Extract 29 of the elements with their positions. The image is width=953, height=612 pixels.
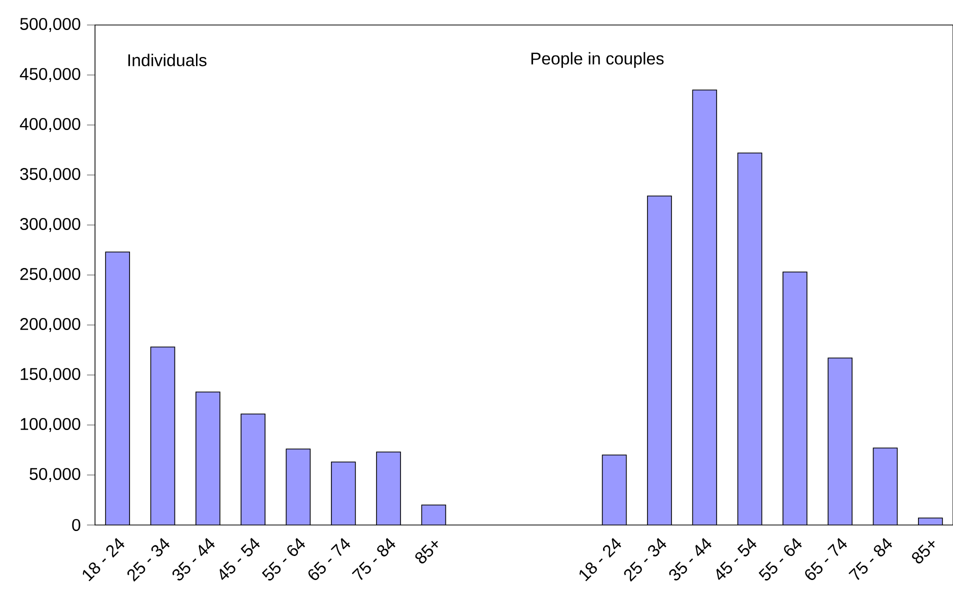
y-tick-label: 0 xyxy=(72,518,80,532)
x-tick-label: 85+ xyxy=(912,540,935,564)
x-tick-label: 55 - 64 xyxy=(262,538,306,581)
y-tick-label: 150,000 xyxy=(20,368,80,382)
x-tick-label: 65 - 74 xyxy=(308,538,350,580)
x-tick-label: 45 - 54 xyxy=(220,538,260,580)
y-tick-label: 50,000 xyxy=(30,468,80,482)
x-tick-label: 18 - 24 xyxy=(82,538,124,582)
x-tick-label: 65 - 74 xyxy=(805,538,847,580)
y-tick-label: 200,000 xyxy=(20,318,80,332)
x-tick-label: 18 - 24 xyxy=(580,538,622,582)
x-tick-label: 55 - 64 xyxy=(758,538,802,581)
y-tick-label: 450,000 xyxy=(20,68,80,82)
x-tick-label: 35 - 44 xyxy=(669,538,712,580)
y-tick-label: 250,000 xyxy=(20,268,80,282)
annotation: Individuals xyxy=(128,54,206,66)
x-tick-label: 35 - 44 xyxy=(172,538,215,580)
y-tick-label: 400,000 xyxy=(20,118,80,132)
x-tick-label: 75 - 84 xyxy=(352,538,396,580)
y-tick-label: 300,000 xyxy=(20,218,80,232)
x-tick-label: 25 - 34 xyxy=(624,538,666,582)
x-tick-label: 85+ xyxy=(415,540,438,564)
x-tick-label: 45 - 54 xyxy=(716,538,757,580)
x-tick-label: 25 - 34 xyxy=(127,538,170,582)
x-tick-label: 75 - 84 xyxy=(848,538,892,580)
annotation: People in couples xyxy=(531,52,664,68)
y-tick-label: 100,000 xyxy=(20,418,80,432)
y-tick-label: 500,000 xyxy=(20,18,80,32)
y-tick-label: 350,000 xyxy=(20,168,80,182)
